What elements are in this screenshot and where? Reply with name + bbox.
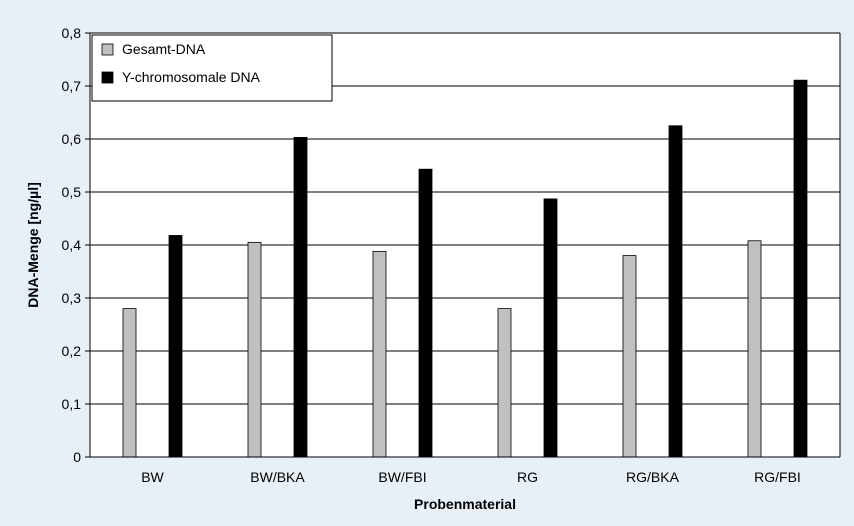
bar-y-chromosomale-dna <box>293 137 308 458</box>
x-tick-label: BW <box>141 469 164 485</box>
bar-gesamt-dna <box>122 308 137 458</box>
y-tick-labels: 0 0,1 0,2 0,3 0,4 0,5 0,6 0,7 0,8 <box>62 25 82 465</box>
x-tick-label: BW/BKA <box>250 469 305 485</box>
y-tick-label: 0,5 <box>62 184 82 200</box>
x-axis-title: Probenmaterial <box>414 496 516 512</box>
bar-y-chromosomale-dna <box>168 235 183 458</box>
legend-swatch-gesamt-dna <box>101 43 114 56</box>
y-tick-label: 0,3 <box>62 290 82 306</box>
legend-box <box>91 34 333 102</box>
bar-y-chromosomale-dna <box>793 79 808 458</box>
gridlines <box>90 32 840 405</box>
bar-gesamt-dna <box>372 250 387 458</box>
x-tick-label: BW/FBI <box>378 469 426 485</box>
y-tick-label: 0,1 <box>62 396 82 412</box>
bar-gesamt-dna <box>622 255 637 458</box>
y-tick-label: 0,6 <box>62 131 82 147</box>
x-tick-label: RG/BKA <box>626 469 680 485</box>
bar-gesamt-dna <box>247 241 262 458</box>
x-tick-label: RG <box>517 469 538 485</box>
y-axis-title: DNA-Menge [ng/µl] <box>25 182 41 308</box>
bar-gesamt-dna <box>747 240 762 458</box>
axes <box>85 32 841 458</box>
bar-y-chromosomale-dna <box>668 125 683 458</box>
legend: Gesamt-DNA Y-chromosomale DNA <box>91 34 333 102</box>
y-tick-label: 0,7 <box>62 78 82 94</box>
bar-gesamt-dna <box>497 308 512 458</box>
y-tick-label: 0,8 <box>62 25 82 41</box>
legend-label-gesamt-dna: Gesamt-DNA <box>122 41 206 57</box>
bar-y-chromosomale-dna <box>418 168 433 458</box>
y-tick-label: 0,4 <box>62 237 82 253</box>
legend-swatch-y-chromosomale-dna <box>101 71 114 84</box>
y-tick-label: 0,2 <box>62 343 82 359</box>
x-tick-labels: BW BW/BKA BW/FBI RG RG/BKA RG/FBI <box>141 469 801 485</box>
legend-label-y-chromosomale-dna: Y-chromosomale DNA <box>122 69 261 85</box>
bar-y-chromosomale-dna <box>543 198 558 458</box>
y-tick-label: 0 <box>73 449 81 465</box>
x-tick-label: RG/FBI <box>754 469 801 485</box>
